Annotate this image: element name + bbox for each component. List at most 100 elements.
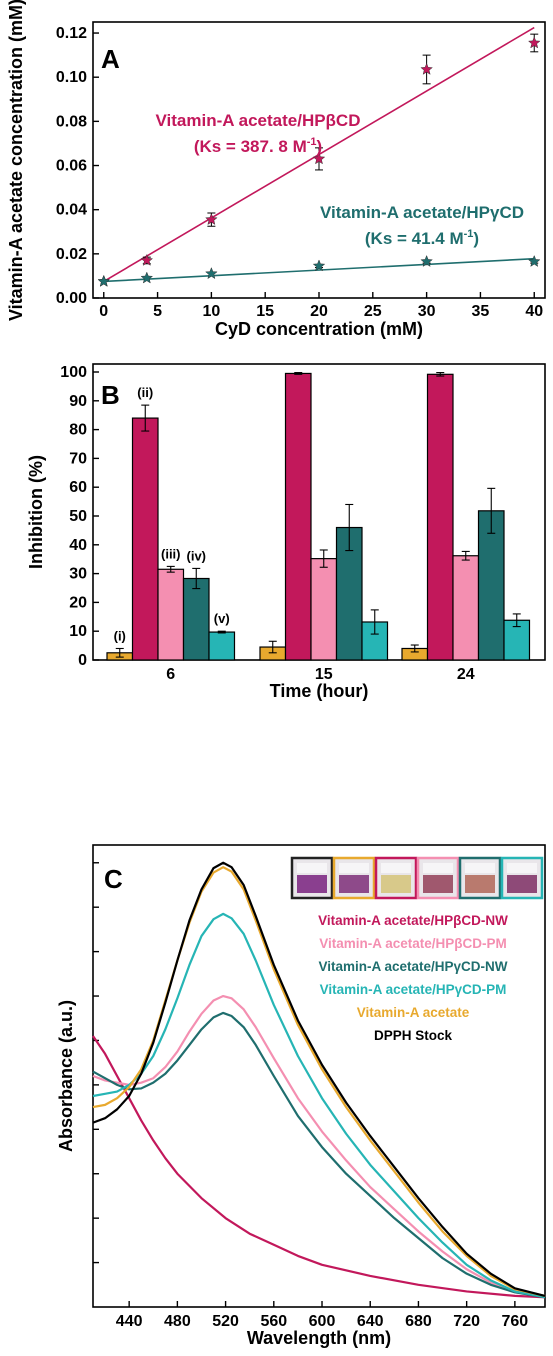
star-marker xyxy=(205,267,218,280)
spectrum-line xyxy=(92,861,546,1297)
x-tick-label-c: 640 xyxy=(357,1313,384,1330)
star-marker xyxy=(140,271,154,284)
star-marker xyxy=(420,254,433,267)
x-tick-label-c: 600 xyxy=(309,1313,336,1330)
bar-series-label: (ii) xyxy=(137,385,153,400)
vial-photo xyxy=(332,856,376,900)
fit-line-hpgcd xyxy=(103,257,535,283)
vial-liquid xyxy=(465,875,495,893)
star-marker xyxy=(527,36,541,49)
bar-series-label: (v) xyxy=(214,611,230,626)
spectrum-line xyxy=(92,994,546,1297)
bar xyxy=(131,417,159,661)
y-tick-label-b: 10 xyxy=(69,623,87,640)
star-marker xyxy=(420,62,433,75)
legend-entry: DPPH Stock xyxy=(374,1028,453,1043)
data-points-a xyxy=(97,33,541,287)
vial-glass xyxy=(423,863,453,873)
x-tick-label-a: 5 xyxy=(153,303,162,320)
bar xyxy=(361,621,389,661)
data-point xyxy=(527,33,541,53)
ks-annotation-hpgcd: (Ks = 41.4 M-1) xyxy=(365,228,479,248)
bar-series-label: (i) xyxy=(114,628,126,643)
bar xyxy=(157,568,185,661)
x-tick-label-a: 10 xyxy=(202,303,220,320)
bar-series-label: (iii) xyxy=(161,546,181,561)
vial-photo xyxy=(374,856,418,900)
x-tick-label-a: 15 xyxy=(256,303,274,320)
vial-photo xyxy=(458,856,502,900)
vial-glass xyxy=(339,863,369,873)
y-tick-label-b: 30 xyxy=(69,566,87,583)
panel-letter-c: C xyxy=(104,864,123,894)
data-point xyxy=(312,259,326,272)
axis-ticks-c: 440 480 520 560 600 640 680 720 760 xyxy=(93,862,528,1330)
vial-glass xyxy=(297,863,327,873)
vial-glass xyxy=(465,863,495,873)
y-tick-label-a: 0.06 xyxy=(56,158,87,175)
x-tick-label-c: 440 xyxy=(116,1313,143,1330)
spectrum-line xyxy=(92,912,546,1299)
x-tick-label-b: 15 xyxy=(315,666,333,683)
panel-a: A 0 5 10 15 20 25 30 35 40 0.00 0.02 0.04 0.06 0.08 0.… xyxy=(6,0,546,339)
y-axis-title-a: Vitamin-A acetate concentration (mM) xyxy=(6,0,26,321)
data-point xyxy=(140,253,154,266)
bar xyxy=(284,372,312,661)
series-name-hpgcd: Vitamin-A acetate/HPγCD xyxy=(320,203,524,222)
y-tick-label-a: 0.04 xyxy=(56,202,87,219)
panel-letter-a: A xyxy=(101,44,120,74)
x-tick-label-a: 35 xyxy=(472,303,490,320)
y-tick-label-b: 60 xyxy=(69,479,87,496)
y-axis-title-c: Absorbance (a.u.) xyxy=(56,1000,76,1152)
series-name-hpbcd: Vitamin-A acetate/HPβCD xyxy=(156,111,361,130)
y-tick-label-a: 0.08 xyxy=(56,113,87,130)
legend-entry: Vitamin-A acetate/HPγCD-PM xyxy=(320,982,507,997)
x-tick-label-c: 560 xyxy=(260,1313,287,1330)
vial-photo xyxy=(416,856,460,900)
x-tick-label-b: 6 xyxy=(166,666,175,683)
x-tick-label-a: 0 xyxy=(99,303,108,320)
vial-liquid xyxy=(297,875,327,893)
y-tick-label-a: 0.12 xyxy=(56,25,87,42)
y-tick-label-b: 0 xyxy=(78,652,87,669)
legend-entry: Vitamin-A acetate/HPβCD-NW xyxy=(318,913,508,928)
vial-photo xyxy=(500,856,544,900)
spectrum-line xyxy=(92,1011,546,1299)
y-tick-label-a: 0.02 xyxy=(56,246,87,263)
star-marker xyxy=(205,212,218,226)
axis-ticks-a: 0 5 10 15 20 25 30 35 40 0.00 0.02 0.04 0.06 0.08 0.10… xyxy=(56,25,543,320)
bar-series-label: (iv) xyxy=(187,548,207,563)
x-tick-label-a: 30 xyxy=(418,303,436,320)
data-point xyxy=(205,267,218,280)
data-point xyxy=(97,274,111,287)
spectra-lines-c xyxy=(92,861,546,1299)
panel-c: C 440 480 520 560 600 640 680 720 760 Vitamin-A … xyxy=(56,844,546,1348)
x-tick-label-c: 720 xyxy=(453,1313,480,1330)
y-tick-label-b: 80 xyxy=(69,422,87,439)
x-axis-title-b: Time (hour) xyxy=(270,681,369,701)
star-marker xyxy=(527,254,541,267)
data-point xyxy=(312,147,326,171)
data-point xyxy=(527,254,541,267)
bar xyxy=(426,373,454,661)
data-point xyxy=(205,212,218,227)
y-tick-label-a: 0.10 xyxy=(56,69,87,86)
star-marker xyxy=(312,152,326,165)
x-tick-label-a: 40 xyxy=(525,303,543,320)
bar xyxy=(310,558,338,661)
vial-photos-c xyxy=(290,856,544,900)
x-axis-title-a: CyD concentration (mM) xyxy=(215,319,423,339)
vial-liquid xyxy=(339,875,369,893)
y-tick-label-b: 50 xyxy=(69,508,87,525)
panel-b: B 0 10 20 30 40 50 60 70 80 90 100 6 15 24 (i) (ii) (ii… xyxy=(26,363,546,701)
data-point xyxy=(420,254,433,267)
spectrum-line xyxy=(92,866,546,1297)
x-tick-label-a: 25 xyxy=(364,303,382,320)
y-axis-title-b: Inhibition (%) xyxy=(26,455,46,569)
data-point xyxy=(140,271,154,284)
vial-liquid xyxy=(381,875,411,893)
y-tick-label-a: 0.00 xyxy=(56,290,87,307)
axis-ticks-b: 0 10 20 30 40 50 60 70 80 90 100 6 15 24 xyxy=(60,364,474,683)
vial-glass xyxy=(381,863,411,873)
